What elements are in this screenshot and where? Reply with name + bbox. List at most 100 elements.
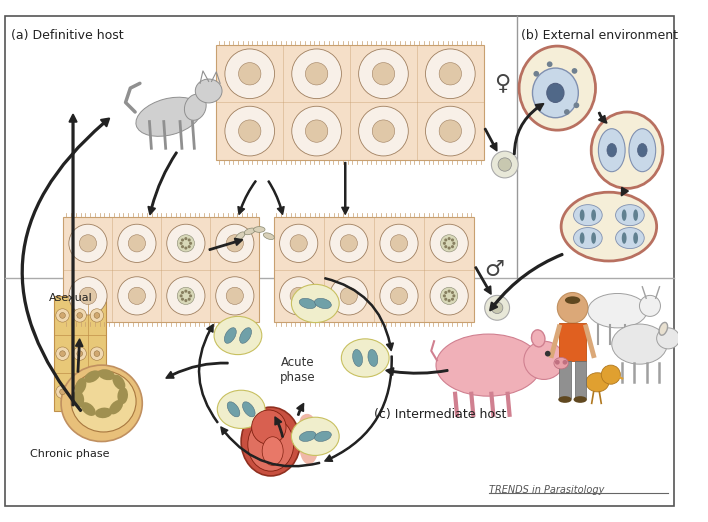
Circle shape: [251, 410, 286, 444]
FancyArrowPatch shape: [386, 368, 447, 375]
Ellipse shape: [573, 205, 603, 226]
Ellipse shape: [436, 334, 541, 396]
FancyArrowPatch shape: [221, 427, 320, 467]
Circle shape: [118, 277, 156, 315]
Ellipse shape: [659, 323, 668, 335]
Circle shape: [56, 309, 69, 322]
Circle shape: [181, 245, 184, 248]
Circle shape: [555, 360, 560, 365]
FancyArrowPatch shape: [514, 104, 544, 154]
Circle shape: [188, 298, 190, 301]
Bar: [217, 45, 484, 160]
Ellipse shape: [227, 402, 240, 417]
Text: (a) Definitive host: (a) Definitive host: [11, 29, 124, 42]
Circle shape: [239, 120, 261, 143]
Ellipse shape: [109, 400, 123, 414]
Ellipse shape: [314, 431, 331, 442]
Ellipse shape: [113, 375, 125, 390]
Circle shape: [290, 235, 307, 252]
Bar: [559, 361, 571, 398]
Circle shape: [292, 49, 341, 99]
Circle shape: [545, 351, 551, 357]
Circle shape: [227, 287, 244, 304]
Circle shape: [564, 109, 570, 115]
FancyArrowPatch shape: [475, 267, 491, 294]
FancyArrowPatch shape: [238, 181, 256, 215]
Circle shape: [447, 290, 451, 293]
Ellipse shape: [314, 299, 331, 309]
Ellipse shape: [639, 295, 661, 316]
Circle shape: [94, 313, 100, 318]
Ellipse shape: [214, 316, 262, 354]
Circle shape: [79, 287, 96, 304]
Circle shape: [491, 151, 518, 178]
Circle shape: [452, 294, 455, 298]
Circle shape: [188, 245, 190, 248]
Circle shape: [447, 299, 451, 302]
Circle shape: [372, 120, 394, 143]
Circle shape: [341, 235, 358, 252]
FancyArrowPatch shape: [275, 417, 283, 437]
Circle shape: [443, 294, 446, 298]
Circle shape: [167, 224, 205, 263]
Ellipse shape: [263, 233, 274, 240]
Circle shape: [451, 291, 454, 294]
Circle shape: [181, 239, 184, 242]
Circle shape: [189, 242, 192, 245]
Circle shape: [118, 224, 156, 263]
FancyArrowPatch shape: [198, 325, 218, 423]
Circle shape: [426, 106, 475, 156]
Circle shape: [180, 242, 183, 245]
Text: Chronic phase: Chronic phase: [30, 449, 110, 459]
Circle shape: [216, 224, 254, 263]
Circle shape: [184, 246, 188, 250]
FancyArrowPatch shape: [325, 278, 394, 351]
FancyArrowPatch shape: [622, 188, 628, 195]
Ellipse shape: [118, 387, 128, 404]
Circle shape: [180, 294, 183, 298]
Ellipse shape: [519, 46, 595, 130]
Circle shape: [77, 313, 83, 318]
Ellipse shape: [61, 365, 142, 442]
Circle shape: [439, 63, 462, 85]
Ellipse shape: [236, 232, 245, 241]
Ellipse shape: [580, 209, 585, 221]
Circle shape: [239, 63, 261, 85]
Circle shape: [225, 49, 275, 99]
Bar: [559, 323, 586, 361]
Circle shape: [305, 120, 328, 143]
Ellipse shape: [656, 328, 680, 349]
Text: Asexual: Asexual: [49, 293, 93, 303]
Ellipse shape: [71, 371, 136, 432]
Circle shape: [451, 298, 454, 301]
Circle shape: [94, 389, 100, 395]
Circle shape: [280, 277, 318, 315]
Circle shape: [292, 106, 341, 156]
Ellipse shape: [559, 396, 571, 403]
Ellipse shape: [573, 396, 587, 403]
FancyArrowPatch shape: [268, 181, 284, 215]
Circle shape: [447, 246, 451, 250]
Circle shape: [59, 389, 65, 395]
Ellipse shape: [607, 144, 617, 157]
Circle shape: [280, 224, 318, 263]
Circle shape: [452, 242, 455, 245]
Bar: [273, 217, 474, 322]
Ellipse shape: [565, 296, 581, 304]
Ellipse shape: [591, 112, 663, 188]
Circle shape: [451, 239, 454, 242]
Circle shape: [290, 287, 307, 304]
Ellipse shape: [98, 369, 115, 380]
Ellipse shape: [591, 209, 596, 221]
Ellipse shape: [561, 192, 656, 261]
Circle shape: [601, 365, 620, 384]
Circle shape: [491, 302, 503, 314]
Ellipse shape: [532, 68, 578, 118]
Circle shape: [430, 277, 468, 315]
Ellipse shape: [637, 144, 647, 157]
Circle shape: [451, 245, 454, 248]
Ellipse shape: [580, 232, 585, 244]
Text: ♂: ♂: [485, 259, 505, 280]
Circle shape: [184, 290, 188, 293]
Circle shape: [79, 235, 96, 252]
